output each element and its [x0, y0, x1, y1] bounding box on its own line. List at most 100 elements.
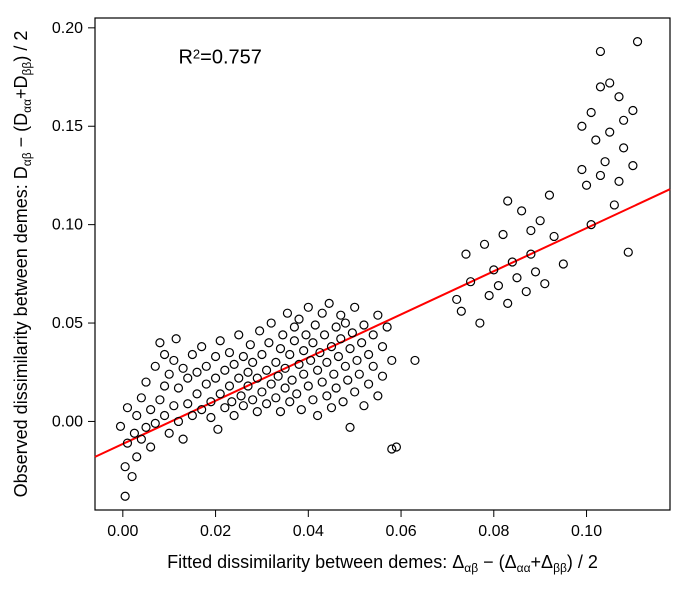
- data-point: [522, 288, 530, 296]
- data-point: [286, 351, 294, 359]
- data-point: [457, 307, 465, 315]
- data-point: [202, 380, 210, 388]
- data-point: [318, 378, 326, 386]
- data-point: [559, 260, 567, 268]
- data-point: [332, 384, 340, 392]
- data-point: [374, 311, 382, 319]
- data-point: [311, 321, 319, 329]
- data-point: [634, 38, 642, 46]
- data-point: [304, 303, 312, 311]
- data-point: [300, 370, 308, 378]
- data-point: [230, 360, 238, 368]
- data-point: [332, 323, 340, 331]
- data-point: [307, 356, 315, 364]
- x-tick-label: 0.04: [293, 523, 324, 540]
- data-point: [499, 230, 507, 238]
- data-point: [615, 93, 623, 101]
- data-point: [606, 128, 614, 136]
- data-point: [276, 345, 284, 353]
- data-point: [244, 368, 252, 376]
- data-point: [184, 374, 192, 382]
- data-point: [518, 207, 526, 215]
- data-point: [596, 83, 604, 91]
- data-point: [314, 366, 322, 374]
- chart-svg: 0.000.020.040.060.080.100.000.050.100.15…: [0, 0, 685, 591]
- data-point: [620, 144, 628, 152]
- data-point: [365, 351, 373, 359]
- data-point: [323, 392, 331, 400]
- data-point: [532, 268, 540, 276]
- data-point: [365, 380, 373, 388]
- data-point: [272, 394, 280, 402]
- data-point: [596, 171, 604, 179]
- data-point: [388, 356, 396, 364]
- y-axis-label: Observed dissimilarity between demes: Dα…: [11, 31, 34, 498]
- data-point: [325, 299, 333, 307]
- data-point: [235, 331, 243, 339]
- data-point: [355, 370, 363, 378]
- data-point: [494, 282, 502, 290]
- r-squared-label: R2=0.757: [178, 46, 261, 68]
- data-point: [253, 408, 261, 416]
- data-point: [462, 250, 470, 258]
- data-point: [147, 443, 155, 451]
- data-point: [358, 339, 366, 347]
- y-tick-label: 0.15: [52, 118, 83, 135]
- data-point: [327, 404, 335, 412]
- data-point: [202, 362, 210, 370]
- data-point: [545, 191, 553, 199]
- data-point: [165, 429, 173, 437]
- data-point: [583, 181, 591, 189]
- data-point: [121, 463, 129, 471]
- data-point: [300, 347, 308, 355]
- data-point: [346, 345, 354, 353]
- data-point: [290, 337, 298, 345]
- data-point: [481, 240, 489, 248]
- data-point: [286, 398, 294, 406]
- data-point: [339, 398, 347, 406]
- data-point: [239, 402, 247, 410]
- data-point: [334, 352, 342, 360]
- x-tick-label: 0.02: [200, 523, 231, 540]
- data-point: [184, 400, 192, 408]
- data-point: [193, 390, 201, 398]
- data-point: [170, 356, 178, 364]
- data-point: [304, 382, 312, 390]
- data-point: [123, 404, 131, 412]
- data-point: [188, 351, 196, 359]
- data-point: [302, 331, 310, 339]
- scatter-chart: 0.000.020.040.060.080.100.000.050.100.15…: [0, 0, 685, 591]
- data-point: [485, 291, 493, 299]
- data-point: [281, 384, 289, 392]
- data-point: [346, 423, 354, 431]
- data-point: [263, 366, 271, 374]
- y-tick-label: 0.05: [52, 315, 83, 332]
- data-point: [629, 162, 637, 170]
- data-point: [323, 358, 331, 366]
- data-point: [161, 382, 169, 390]
- data-point: [293, 390, 301, 398]
- data-point: [212, 352, 220, 360]
- data-point: [272, 358, 280, 366]
- data-point: [411, 356, 419, 364]
- y-tick-label: 0.10: [52, 217, 83, 234]
- data-point: [309, 339, 317, 347]
- data-point: [151, 362, 159, 370]
- data-point: [161, 351, 169, 359]
- x-tick-label: 0.08: [478, 523, 509, 540]
- data-point: [130, 429, 138, 437]
- data-point: [290, 323, 298, 331]
- data-point: [620, 116, 628, 124]
- data-point: [147, 406, 155, 414]
- data-point: [156, 339, 164, 347]
- data-point: [249, 358, 257, 366]
- data-point: [527, 227, 535, 235]
- data-point: [379, 343, 387, 351]
- data-point: [513, 274, 521, 282]
- data-point: [309, 396, 317, 404]
- data-point: [230, 412, 238, 420]
- data-point: [263, 400, 271, 408]
- data-point: [379, 372, 387, 380]
- data-point: [392, 443, 400, 451]
- data-point: [207, 414, 215, 422]
